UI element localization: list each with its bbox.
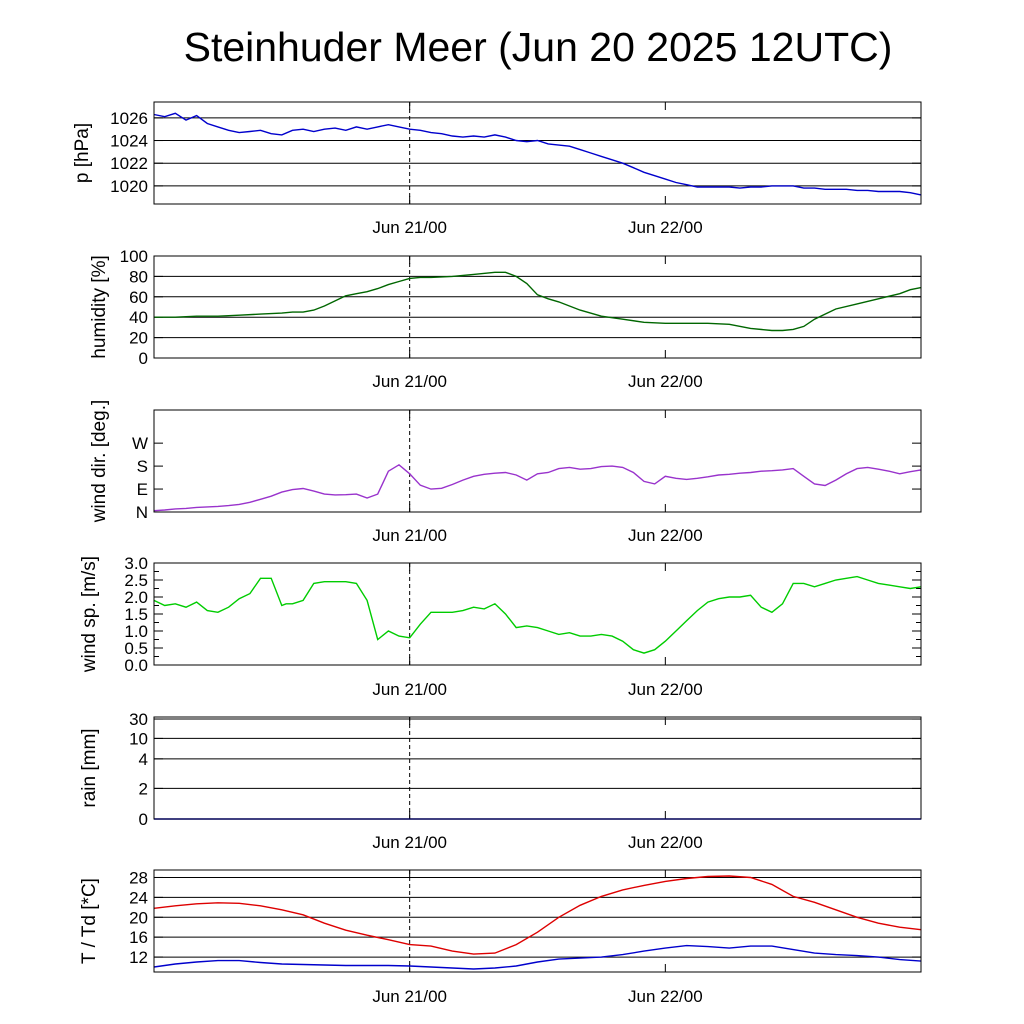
series-line-t	[153, 875, 922, 955]
y-tick-label: 2	[139, 779, 148, 798]
y-tick-label: 3.0	[124, 554, 148, 573]
x-tick-label: Jun 22/00	[628, 218, 703, 237]
series-line	[154, 271, 922, 332]
y-tick-label: 1.0	[124, 622, 148, 641]
y-tick-label: 10	[129, 729, 148, 748]
y-axis-label: p [hPa]	[72, 123, 93, 183]
x-tick-label: Jun 21/00	[372, 372, 447, 391]
series-line-td	[153, 944, 922, 970]
x-tick-label: Jun 22/00	[628, 526, 703, 545]
panel-frame	[153, 255, 922, 359]
y-tick-label: 1020	[110, 177, 148, 196]
y-tick-label: 1026	[110, 109, 148, 128]
y-tick-label: 12	[129, 948, 148, 967]
y-axis-label: T / Td [*C]	[79, 878, 100, 964]
x-tick-label: Jun 22/00	[628, 833, 703, 852]
x-tick-label: Jun 21/00	[372, 680, 447, 699]
y-tick-label: 20	[129, 329, 148, 348]
x-tick-label: Jun 22/00	[628, 372, 703, 391]
y-tick-label: 1022	[110, 154, 148, 173]
y-tick-label: 2.0	[124, 588, 148, 607]
series-line	[153, 575, 922, 654]
y-tick-label: W	[132, 434, 148, 453]
panel-frame	[153, 101, 922, 205]
panel-frame	[153, 869, 922, 973]
x-tick-label: Jun 21/00	[372, 833, 447, 852]
panel-4: 0.00.51.01.52.02.53.0 wind sp. [m/s] Jun 2…	[79, 554, 922, 699]
y-tick-label: 1.5	[124, 605, 148, 624]
panel-frame	[153, 562, 922, 666]
panel-frame	[153, 716, 922, 820]
y-tick-label: 60	[129, 288, 148, 307]
series-line	[153, 463, 922, 512]
x-tick-label: Jun 22/00	[628, 680, 703, 699]
y-tick-label: E	[137, 480, 148, 499]
x-tick-label: Jun 21/00	[372, 218, 447, 237]
y-tick-label: 30	[129, 710, 148, 729]
panel-1: 1020 1022 1024 1026 p [hPa] Jun 21/00 Jun 22/0…	[72, 101, 922, 237]
y-tick-label: 100	[120, 247, 148, 266]
y-tick-label: N	[136, 503, 148, 522]
panel-frame	[153, 409, 922, 513]
y-axis-label: wind dir. [deg.]	[89, 400, 110, 524]
x-tick-label: Jun 21/00	[372, 526, 447, 545]
x-tick-label: Jun 21/00	[372, 987, 447, 1006]
series-line	[153, 112, 922, 196]
y-tick-label: 0.0	[124, 656, 148, 675]
y-tick-label: 0	[139, 810, 148, 829]
y-tick-label: 28	[129, 868, 148, 887]
y-tick-label: 1024	[110, 132, 148, 151]
chart-title: Steinhuder Meer (Jun 20 2025 12UTC)	[183, 24, 893, 70]
y-tick-label: 20	[129, 908, 148, 927]
y-tick-label: 16	[129, 928, 148, 947]
y-tick-label: 40	[129, 308, 148, 327]
y-tick-label: S	[137, 457, 148, 476]
y-tick-label: 2.5	[124, 571, 148, 590]
x-tick-label: Jun 22/00	[628, 987, 703, 1006]
y-tick-label: 4	[139, 750, 148, 769]
y-axis-label: wind sp. [m/s]	[79, 556, 100, 673]
y-axis-label: rain [mm]	[79, 728, 100, 807]
y-axis-label: humidity [%]	[89, 255, 110, 358]
y-tick-label: 0.5	[124, 639, 148, 658]
y-tick-label: 80	[129, 267, 148, 286]
y-tick-label: 24	[129, 888, 148, 907]
y-tick-label: 0	[139, 349, 148, 368]
